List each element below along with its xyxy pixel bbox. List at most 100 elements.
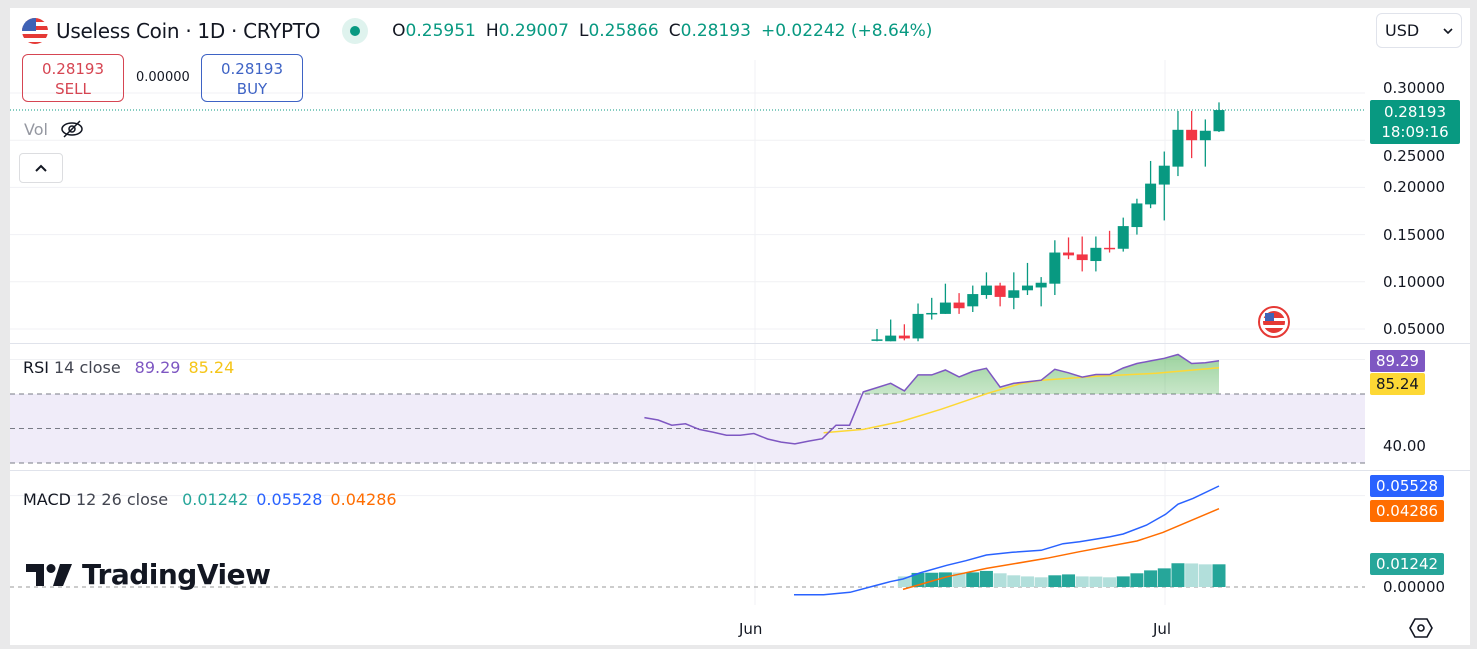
candle-down [898, 335, 910, 339]
sell-price: 0.28193 [41, 60, 105, 78]
time-tick: Jun [739, 620, 763, 638]
histogram-bar [1103, 577, 1117, 587]
ohlc-key: L [578, 21, 589, 41]
candles [871, 102, 1225, 342]
symbol-title[interactable]: Useless Coin · 1D · CRYPTO [56, 19, 321, 43]
flag-marker-icon[interactable] [1258, 306, 1290, 338]
symbol-header: Useless Coin · 1D · CRYPTO O0.25951 H0.2… [22, 18, 932, 44]
candle-up [939, 302, 951, 314]
us-flag-icon [22, 18, 48, 44]
ohlc-key: O [392, 21, 406, 41]
candle-down [1104, 247, 1116, 250]
histogram-bar [1198, 564, 1212, 587]
sell-button[interactable]: 0.28193 SELL [22, 54, 124, 102]
price-tick: 0.15000 [1383, 226, 1446, 244]
histogram-bar [966, 572, 980, 587]
histogram-bar [1062, 574, 1076, 587]
time-tick: Jul [1153, 620, 1172, 638]
histogram-bar [1075, 576, 1089, 587]
open-value: 0.25951 [405, 21, 476, 41]
histogram-bar [897, 576, 911, 587]
candle-up [967, 294, 979, 307]
grid-lines [10, 60, 1365, 605]
candle-up [885, 335, 897, 342]
tradingview-logo-icon [26, 563, 72, 586]
macd-params: 12 26 close [75, 490, 169, 509]
rsi-axis-label: 89.29 [1370, 350, 1425, 372]
rsi-ma-line [823, 366, 1220, 434]
eye-hidden-icon[interactable] [60, 119, 84, 139]
brand-name: TradingView [82, 558, 271, 591]
change-value: +0.02242 (+8.64%) [760, 21, 933, 41]
candle-up [1199, 130, 1211, 141]
collapse-legend-button[interactable] [19, 153, 63, 183]
low-value: 0.25866 [588, 21, 659, 41]
candle-up [1090, 247, 1102, 262]
histogram-bar [1007, 575, 1021, 587]
chevron-down-icon [1443, 27, 1453, 34]
close-value: 0.28193 [680, 21, 751, 41]
candle-up [1008, 290, 1020, 298]
last-price-label: 0.28193 18:09:16 [1370, 100, 1460, 144]
rsi-value: 89.29 [134, 358, 181, 377]
last-price: 0.28193 [1383, 103, 1447, 121]
buy-price: 0.28193 [220, 60, 284, 78]
ohlc-key: H [485, 21, 499, 41]
volume-legend: Vol [24, 119, 84, 139]
macd-signal-value: 0.04286 [330, 490, 397, 509]
candle-down [994, 285, 1006, 297]
market-status-icon[interactable] [342, 18, 369, 44]
histogram-bar [1157, 568, 1171, 587]
candle-up [1131, 203, 1143, 228]
histogram-bar [979, 570, 993, 587]
candle-up [926, 312, 938, 315]
rsi-title: RSI [23, 358, 49, 377]
rsi-legend[interactable]: RSI 14 close 89.29 85.24 [23, 358, 234, 377]
candle-up [980, 285, 992, 296]
histogram-axis-label: 0.01242 [1370, 553, 1445, 575]
histogram-bar [1171, 563, 1185, 587]
settings-icon[interactable] [1409, 617, 1433, 639]
currency-value: USD [1385, 21, 1420, 40]
histogram-bar [1116, 576, 1130, 587]
histogram-bar [938, 572, 952, 587]
ohlc-values: O0.25951 H0.29007 L0.25866 C0.28193 +0.0… [392, 21, 932, 41]
histogram-bar [1020, 576, 1034, 587]
chart-panel [10, 8, 1470, 645]
histogram-bar [952, 572, 966, 587]
candle-down [953, 302, 965, 309]
buy-button[interactable]: 0.28193 BUY [201, 54, 303, 102]
spread-value: 0.00000 [136, 70, 190, 85]
candle-up [1172, 129, 1184, 167]
macd-line [794, 485, 1220, 596]
price-tick: 0.05000 [1383, 320, 1446, 338]
histogram-bar [993, 573, 1007, 587]
rsi-line [644, 353, 1220, 445]
histogram-bar [1212, 564, 1226, 587]
macd-tick: 0.00000 [1383, 578, 1446, 596]
macd-value: 0.05528 [256, 490, 323, 509]
chevron-up-icon [35, 164, 47, 172]
macd-axis-label: 0.05528 [1370, 475, 1445, 497]
histogram-bar [1130, 573, 1144, 587]
macd-legend[interactable]: MACD 12 26 close 0.01242 0.05528 0.04286 [23, 490, 397, 509]
histogram-bar [1048, 575, 1062, 587]
currency-select[interactable]: USD [1376, 13, 1462, 48]
candle-up [1213, 110, 1225, 132]
histogram-bar [1034, 577, 1048, 587]
tradingview-logo[interactable]: TradingView [26, 558, 271, 591]
buy-label: BUY [236, 80, 268, 98]
histogram-bar [1089, 576, 1103, 587]
candle-up [871, 339, 883, 341]
macd-histogram-value: 0.01242 [182, 490, 249, 509]
candle-down [1186, 129, 1198, 141]
bar-countdown: 18:09:16 [1381, 123, 1449, 141]
high-value: 0.29007 [498, 21, 569, 41]
candle-up [1035, 282, 1047, 288]
macd-title: MACD [23, 490, 71, 509]
signal-line [902, 508, 1220, 591]
rsi-ma-axis-label: 85.24 [1370, 373, 1425, 395]
histogram-bar [1144, 570, 1158, 587]
candle-up [912, 313, 924, 339]
